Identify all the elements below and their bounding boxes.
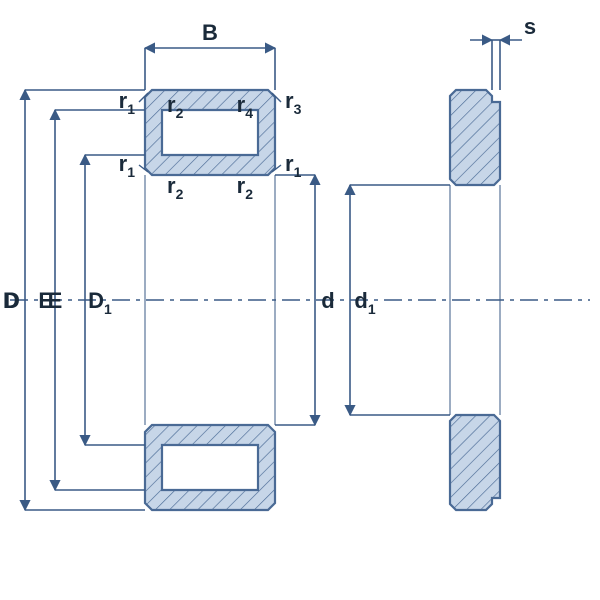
label-d: d: [321, 288, 334, 313]
label-r2-br: r2: [237, 173, 254, 202]
right-top-section-hatch: [450, 90, 500, 185]
right-bottom-section-hatch: [450, 415, 500, 510]
label-r1-tl: r1: [119, 88, 136, 117]
bearing-cross-section-diagram: DEDED1dd1Bsr1r2r1r2r4r3r1r2: [0, 0, 600, 600]
label-d1: d1: [354, 288, 375, 317]
label-E: E: [48, 288, 63, 313]
label-s: s: [524, 14, 536, 39]
label-B: B: [202, 20, 218, 45]
label-r1-br: r1: [285, 151, 302, 180]
label-D1: D1: [88, 288, 112, 317]
left-bottom-section-inner-outline: [162, 445, 258, 490]
label-r3-tr: r3: [285, 88, 302, 117]
left-bottom-section-hatch: [145, 425, 275, 510]
label-r2-bl: r2: [167, 173, 184, 202]
label-D: D: [4, 288, 20, 313]
left-top-section-hatch: [145, 90, 275, 175]
